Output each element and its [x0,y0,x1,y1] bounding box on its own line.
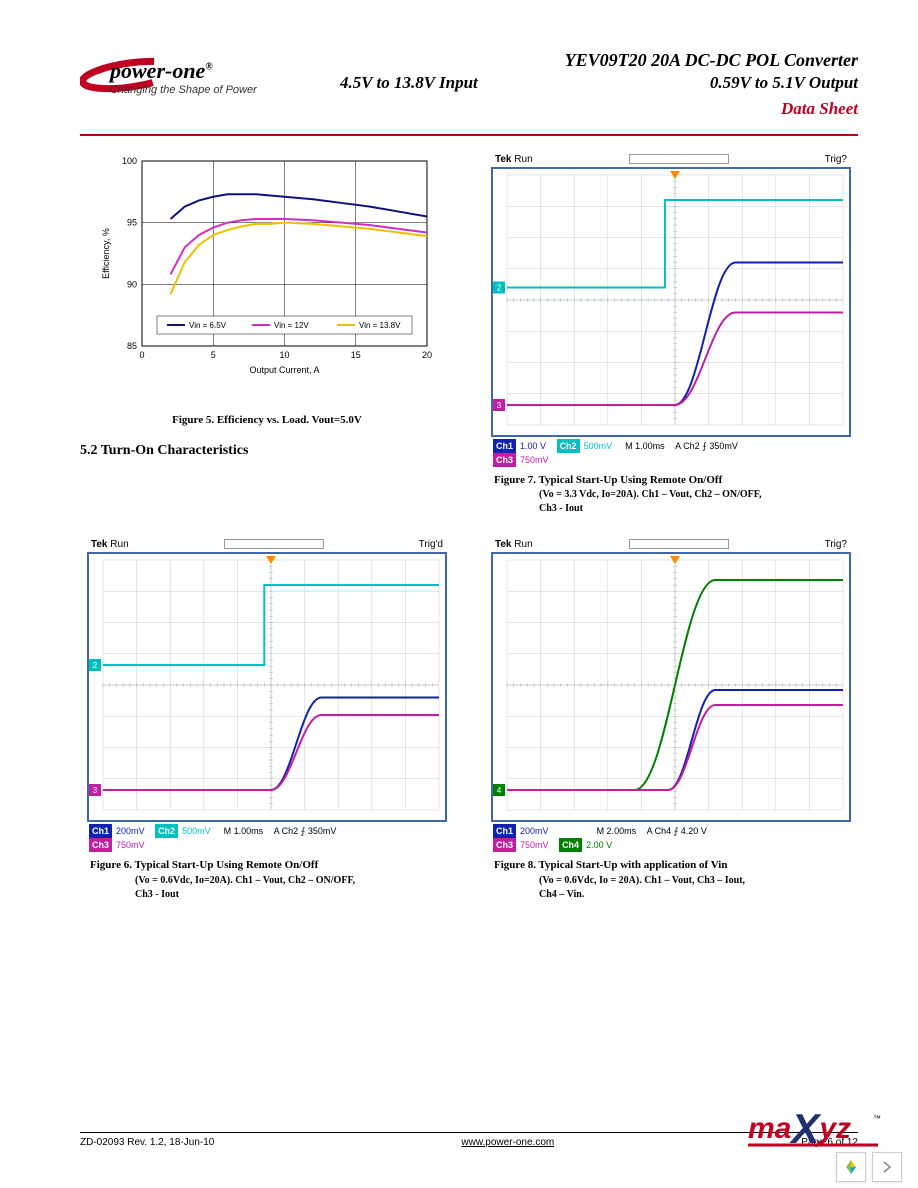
nav-color-icon[interactable] [836,1152,866,1182]
svg-text:5: 5 [211,350,216,360]
svg-text:2: 2 [93,661,98,670]
scope-fig7: Tek Run Trig? 123 Ch11.00 V Ch2500mV M 1… [491,151,851,461]
svg-text:90: 90 [127,279,137,289]
svg-text:20: 20 [422,350,432,360]
page-footer: ZD-02093 Rev. 1.2, 18-Jun-10 www.power-o… [80,1132,858,1148]
svg-text:Vin = 12V: Vin = 12V [274,321,309,330]
section-5-2-heading: 5.2 Turn-On Characteristics [80,443,454,459]
svg-text:3: 3 [93,786,98,795]
scope7-footer: Ch11.00 V Ch2500mV M 1.00ms A Ch2 ⨍ 350m… [491,437,851,469]
efficiency-chart: 0 5 10 15 20 85 90 95 100 Output Current, A Effici… [97,151,437,401]
svg-text:10: 10 [279,350,289,360]
maxyz-logo: maXyz ™ [748,1103,888,1158]
svg-text:4: 4 [497,786,502,795]
footer-rev: ZD-02093 Rev. 1.2, 18-Jun-10 [80,1137,214,1148]
svg-text:15: 15 [351,350,361,360]
svg-text:Efficiency, %: Efficiency, % [101,228,111,279]
svg-text:2: 2 [497,284,502,293]
logo-tagline: Changing the Shape of Power [110,84,257,96]
svg-text:100: 100 [122,156,137,166]
fig8-caption: Figure 8. Typical Start-Up with applicat… [484,858,858,901]
scope-fig6: Tek Run Trig'd 123 Ch1200mV Ch2500mV M 1… [87,536,447,846]
nav-next-button[interactable] [872,1152,902,1182]
trig-label: Trig? [825,154,847,165]
fig7-caption: Figure 7. Typical Start-Up Using Remote … [484,473,858,516]
trig-label: Trig? [825,539,847,550]
scope-fig8: Tek Run Trig? 134 Ch1200mV M 2.00ms A Ch… [491,536,851,846]
svg-text:0: 0 [139,350,144,360]
product-title: YEV09T20 20A DC-DC POL Converter [340,50,858,71]
page-header: power-one® Changing the Shape of Power Y… [80,50,858,119]
svg-text:Vin = 13.8V: Vin = 13.8V [359,321,401,330]
logo-name: power-one [110,58,205,83]
nav-buttons [836,1152,902,1182]
svg-text:85: 85 [127,341,137,351]
output-spec: 0.59V to 5.1V Output [710,73,858,93]
fig5-caption: Figure 5. Efficiency vs. Load. Vout=5.0V [80,413,454,428]
svg-text:3: 3 [497,401,502,410]
scope6-footer: Ch1200mV Ch2500mV M 1.00ms A Ch2 ⨍ 350mV… [87,822,447,854]
header-rule [80,134,858,136]
svg-text:Vin = 6.5V: Vin = 6.5V [189,321,227,330]
run-label: Run [514,154,532,165]
fig6-caption: Figure 6. Typical Start-Up Using Remote … [80,858,454,901]
doc-type-label: Data Sheet [340,99,858,119]
input-spec: 4.5V to 13.8V Input [340,73,478,93]
tek-label: Tek [495,154,512,165]
footer-url[interactable]: www.power-one.com [461,1137,554,1148]
scope8-footer: Ch1200mV M 2.00ms A Ch4 ⨍ 4.20 V Ch3750m… [491,822,851,854]
svg-text:™: ™ [873,1114,881,1123]
svg-text:95: 95 [127,218,137,228]
svg-text:Output Current, A: Output Current, A [249,365,319,375]
company-logo: power-one® Changing the Shape of Power [80,50,300,110]
scope-topbox [629,154,729,164]
trig-label: Trig'd [419,539,443,550]
